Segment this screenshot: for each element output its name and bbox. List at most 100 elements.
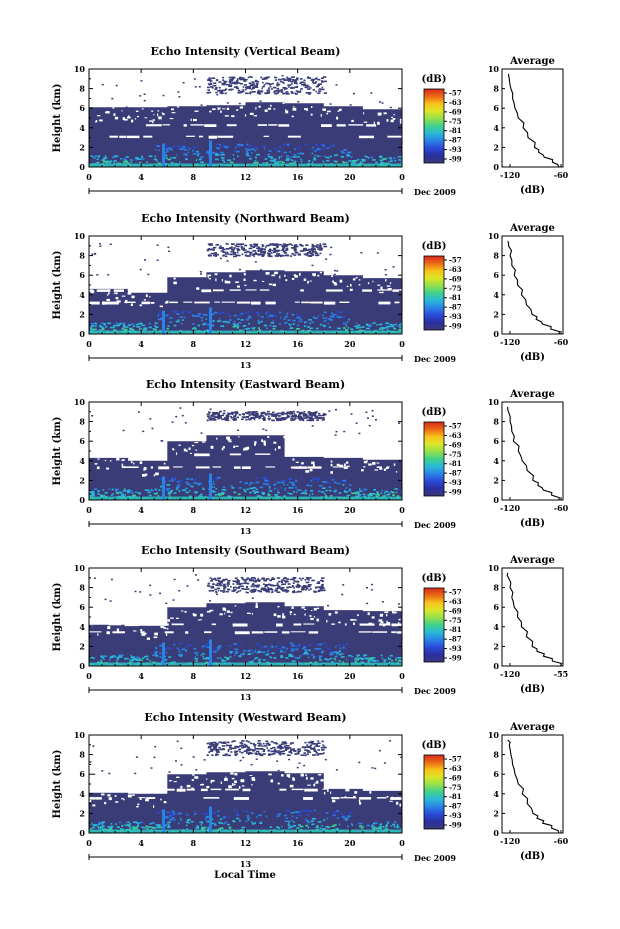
echo-cell [283, 647, 287, 649]
echo-cell [269, 826, 273, 828]
echo-cell [350, 413, 353, 415]
echo-cell [283, 88, 286, 91]
profile-frame [501, 567, 564, 667]
echo-cell [143, 827, 146, 829]
echo-cell [223, 741, 227, 744]
echo-cell [325, 489, 328, 492]
echo-cell [341, 151, 346, 154]
echo-cell [164, 815, 168, 818]
echo-cell [227, 495, 231, 498]
echo-cell [243, 79, 247, 81]
data-gap [396, 631, 402, 634]
echo-cell [302, 152, 304, 155]
echo-cell [297, 156, 300, 158]
echo-cell [299, 655, 302, 657]
echo-cell [185, 646, 188, 648]
data-gap [127, 289, 140, 291]
echo-cell [298, 824, 301, 826]
data-gap [89, 797, 102, 800]
echo-cell [152, 328, 155, 330]
data-gap [318, 774, 322, 776]
echo-cell [307, 821, 311, 824]
heatmap-area [89, 74, 402, 167]
echo-cell [224, 253, 228, 255]
echo-cell [275, 495, 278, 498]
echo-cell [352, 161, 357, 163]
echo-cell [306, 809, 310, 812]
echo-cell [283, 814, 286, 817]
data-gap [92, 804, 96, 807]
echo-cell [342, 161, 346, 164]
echo-cell [241, 746, 244, 749]
echo-cell [354, 491, 358, 494]
echo-cell [330, 661, 335, 663]
echo-cell [279, 587, 283, 589]
echo-cell [306, 744, 309, 746]
echo-cell [285, 155, 290, 157]
profile-line [506, 572, 563, 667]
echo-cell [301, 810, 304, 812]
colorbar-tick-label: -81 [449, 293, 462, 302]
data-gap [221, 301, 235, 303]
echo-cell [89, 491, 92, 493]
data-gap [226, 124, 237, 127]
echo-cell [322, 746, 326, 748]
echo-cell [211, 418, 216, 420]
echo-cell [104, 598, 107, 601]
echo-cell [263, 645, 267, 648]
echo-cell [274, 243, 279, 245]
echo-cell [347, 151, 351, 154]
echo-cell [273, 315, 278, 317]
echo-cell [244, 312, 247, 314]
data-gap [236, 301, 251, 304]
echo-cell [129, 327, 133, 330]
echo-cell [216, 147, 219, 149]
echo-cell [321, 577, 325, 579]
data-gap [251, 631, 264, 634]
echo-cell [171, 480, 174, 482]
echo-cell [257, 748, 262, 750]
colorbar [423, 587, 445, 663]
echo-cell [238, 748, 242, 751]
echo-cell [243, 80, 247, 82]
data-gap [274, 448, 277, 451]
echo-cell [120, 158, 122, 160]
data-gap [127, 116, 131, 119]
echo-cell [279, 419, 282, 422]
echo-cell [321, 825, 323, 827]
echo-cell [342, 484, 345, 486]
echo-cell [283, 480, 287, 482]
x-tick-label: 4 [138, 671, 144, 681]
data-gap [207, 274, 212, 277]
echo-cell [255, 481, 260, 484]
echo-cell [172, 661, 176, 663]
data-gap [191, 779, 194, 781]
colorbar-tick-label: -57 [449, 422, 462, 431]
echo-cell [119, 322, 123, 325]
echo-cell [260, 587, 265, 590]
echo-cell [362, 493, 366, 495]
echo-cell [196, 826, 200, 828]
echo-cell [151, 427, 154, 430]
echo-cell [242, 329, 244, 331]
echo-cell [316, 582, 321, 584]
y-tick-label: 8 [79, 417, 85, 427]
echo-cell [199, 821, 203, 824]
echo-cell [209, 243, 213, 245]
echo-cell [235, 254, 238, 256]
echo-cell [300, 579, 303, 581]
echo-cell [311, 743, 315, 745]
echo-cell [313, 591, 318, 593]
echo-cell [297, 152, 302, 155]
data-gap [346, 465, 350, 468]
echo-cell [232, 252, 235, 255]
data-gap [186, 784, 191, 788]
data-gap [237, 285, 240, 288]
echo-cell [220, 818, 223, 821]
echo-cell [366, 587, 368, 589]
echo-cell [247, 650, 251, 653]
echo-cell [255, 243, 259, 246]
echo-cell [215, 753, 219, 756]
echo-cell [156, 259, 159, 261]
echo-cell [214, 577, 217, 580]
